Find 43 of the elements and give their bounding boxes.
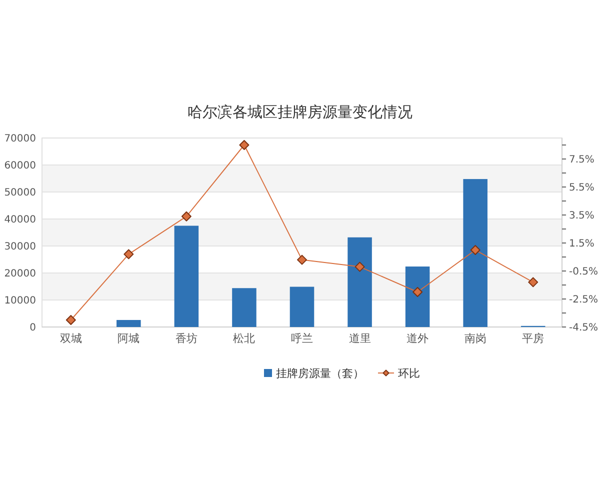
point: [354, 262, 365, 272]
y2-tick-label: -2.5%: [569, 294, 598, 306]
point: [470, 245, 480, 255]
bar: [405, 266, 430, 327]
y2-tick-label: -0.5%: [569, 266, 598, 278]
y2-tick-label: 3.5%: [569, 210, 594, 222]
y-tick-label: 40000: [4, 214, 36, 226]
point: [412, 287, 423, 297]
legend-label: 挂牌房源量（套）: [276, 367, 364, 380]
y2-tick-label: 1.5%: [569, 238, 594, 250]
x-tick-label: 香坊: [175, 332, 198, 345]
point: [181, 211, 192, 222]
bar: [290, 286, 314, 327]
y-tick-label: 20000: [4, 268, 36, 280]
bar: [116, 320, 141, 327]
y-tick-label: 50000: [4, 188, 36, 198]
x-tick-label: 呼兰: [291, 332, 313, 345]
y-tick-label: 60000: [4, 160, 36, 172]
point: [124, 249, 134, 260]
bar: [348, 237, 372, 327]
y2-tick-label: 5.5%: [569, 182, 594, 194]
chart-title: 哈尔滨各城区挂牌房源量变化情况: [188, 103, 412, 121]
x-tick-label: 道外: [406, 332, 429, 345]
bar: [232, 288, 256, 327]
x-tick-label: 南岗: [464, 332, 486, 345]
point: [297, 254, 307, 265]
y2-tick-label: -4.5%: [569, 322, 598, 334]
point: [66, 315, 76, 325]
y-tick-label: 30000: [4, 242, 36, 252]
y-tick-label: 0: [30, 322, 36, 334]
legend-label: 环比: [398, 367, 420, 380]
x-tick-label: 松北: [233, 332, 256, 345]
bar: [463, 179, 488, 327]
point: [239, 140, 250, 150]
y-tick-label: 10000: [4, 296, 36, 306]
x-tick-label: 平房: [522, 332, 544, 345]
bar: [174, 226, 199, 327]
x-tick-label: 阿城: [118, 332, 140, 345]
point: [528, 277, 538, 288]
y-tick-label: 70000: [4, 134, 36, 144]
x-tick-label: 双城: [60, 332, 82, 345]
y2-tick-label: 7.5%: [569, 154, 594, 166]
x-tick-label: 道里: [348, 332, 371, 345]
